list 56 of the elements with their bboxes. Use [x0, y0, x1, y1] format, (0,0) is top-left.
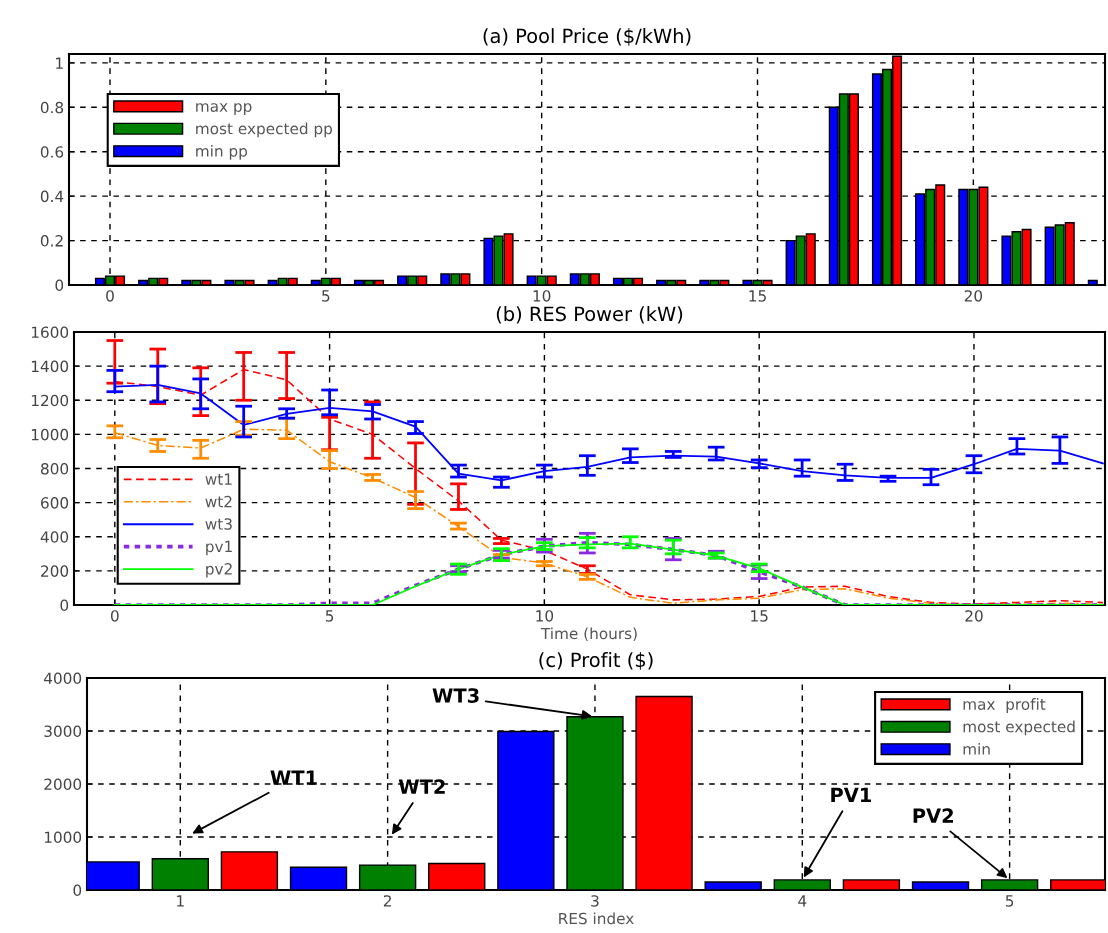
legend-label: pv2	[206, 563, 232, 578]
legend-label: min	[963, 742, 990, 755]
x-tick-label: 4	[798, 895, 807, 907]
legend-label: wt2	[205, 495, 232, 508]
chart-title: (c) Profit ($)	[539, 652, 653, 670]
legend-label: wt3	[205, 518, 232, 530]
annotation: PV2	[913, 808, 953, 823]
annotation: WT1	[270, 770, 317, 785]
x-tick-label: 0	[106, 290, 114, 302]
x-tick-label: 5	[322, 290, 330, 302]
x-tick-label: 3	[591, 895, 599, 907]
chart-title: (a) Pool Price ($/kWh)	[483, 28, 691, 46]
y-tick-label: 400	[40, 531, 69, 543]
y-tick-label: 200	[41, 565, 69, 577]
y-tick-label: 0.4	[40, 190, 64, 203]
y-tick-label: 1600	[31, 326, 69, 339]
x-tick-label: 0	[110, 610, 119, 622]
y-tick-label: 1000	[31, 428, 69, 441]
legend-label: wt1	[205, 473, 232, 485]
y-tick-label: 1400	[31, 360, 69, 373]
x-tick-label: 2	[383, 895, 391, 907]
annotation: WT2	[398, 779, 445, 794]
x-axis-title: Time (hours)	[540, 627, 637, 642]
y-tick-label: 0.8	[40, 101, 64, 114]
y-tick-label: 1200	[31, 394, 69, 407]
legend-label: pv1	[206, 540, 232, 556]
legend-label: max pp	[196, 103, 252, 115]
x-tick-label: 20	[964, 290, 983, 302]
x-tick-label: 5	[325, 610, 334, 622]
y-tick-label: 1000	[44, 831, 82, 844]
y-tick-label: 0.2	[40, 235, 63, 247]
x-tick-label: 10	[533, 290, 551, 302]
x-tick-label: 10	[536, 610, 554, 622]
x-tick-label: 15	[751, 610, 768, 622]
y-tick-label: 0	[73, 884, 82, 897]
x-tick-label: 15	[749, 290, 766, 302]
y-tick-label: 800	[41, 462, 69, 475]
x-tick-label: 20	[965, 610, 983, 622]
legend-label: most expected	[963, 720, 1075, 736]
y-tick-label: 0.6	[40, 146, 64, 158]
annotation: WT3	[432, 688, 479, 703]
y-tick-label: 600	[41, 497, 69, 509]
y-tick-label: 3000	[44, 725, 82, 738]
y-tick-label: 2000	[44, 778, 82, 791]
y-tick-label: 4000	[44, 672, 82, 685]
chart-title: (b) RES Power (kW)	[496, 306, 683, 324]
legend-label: min pp	[196, 144, 248, 160]
x-tick-label: 1	[177, 895, 184, 907]
legend-label: most expected pp	[196, 122, 333, 138]
x-tick-label: 5	[1005, 895, 1014, 907]
y-tick-label: 1	[56, 57, 63, 69]
y-tick-label: 0	[55, 279, 64, 292]
x-axis-title: RES index	[559, 912, 634, 925]
y-tick-label: 0	[60, 599, 69, 612]
annotation: PV1	[831, 787, 871, 802]
legend-label: max profit	[963, 698, 1046, 713]
